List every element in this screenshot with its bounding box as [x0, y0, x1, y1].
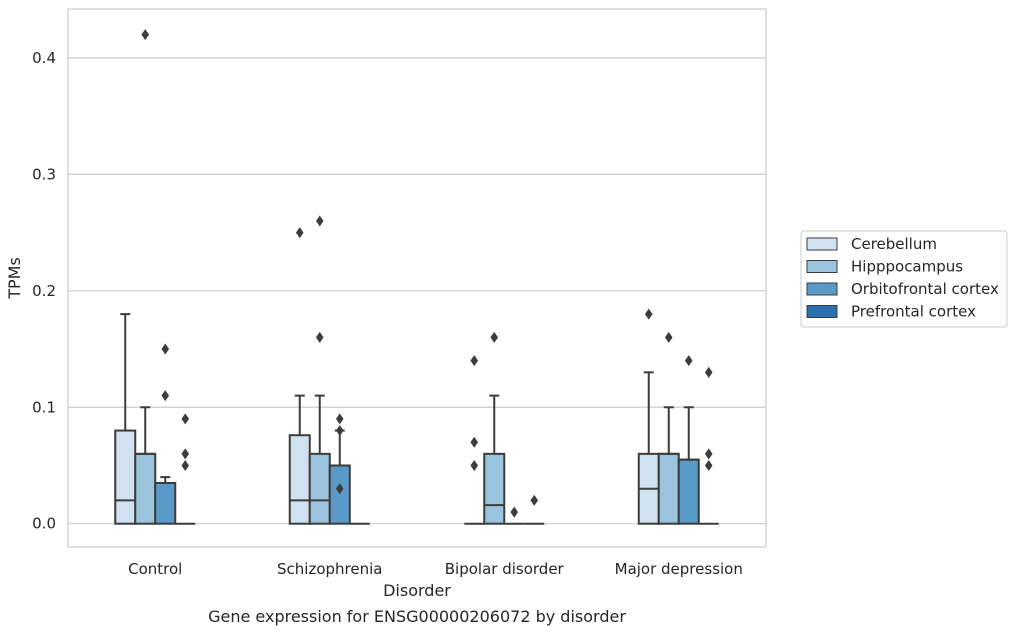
y-tick-label: 0.0	[32, 515, 56, 533]
x-tick-label: Major depression	[615, 560, 743, 578]
outlier-point	[335, 413, 344, 425]
x-tick-label: Schizophrenia	[277, 560, 382, 578]
y-axis-label: TPMs	[5, 257, 24, 300]
box-3-0	[637, 308, 660, 525]
box-3-3	[698, 366, 719, 525]
y-axis-ticks: 0.0 0.1 0.2 0.3 0.4	[32, 49, 56, 533]
y-tick-label: 0.2	[32, 282, 56, 300]
legend-label: Cerebellum	[851, 235, 937, 253]
legend-swatch	[806, 260, 838, 273]
y-tick-label: 0.1	[32, 398, 56, 416]
box-2-1	[483, 331, 506, 525]
outlier-point	[490, 331, 499, 343]
outlier-point	[161, 343, 170, 355]
legend-swatch	[806, 305, 838, 318]
outlier-point	[315, 331, 324, 343]
outlier-point	[704, 448, 713, 460]
box-body	[154, 481, 177, 525]
box-body	[134, 452, 157, 525]
box-body	[288, 434, 311, 525]
outlier-point	[530, 494, 539, 506]
outlier-point	[335, 483, 344, 495]
box-body	[328, 464, 351, 525]
outlier-point	[470, 459, 479, 471]
y-tick-label: 0.3	[32, 165, 56, 183]
box-0-3	[175, 413, 196, 525]
x-tick-label: Control	[128, 560, 182, 578]
outlier-point	[181, 459, 190, 471]
outlier-point	[161, 390, 170, 402]
plot-frame	[67, 8, 767, 548]
x-axis-label: Disorder	[383, 581, 451, 600]
box-2-2	[504, 506, 525, 525]
legend-label: Orbitofrontal cortex	[851, 280, 999, 298]
legend: Cerebellum Hipppocampus Orbitofrontal cort…	[800, 230, 1008, 328]
outlier-point	[684, 355, 693, 367]
x-tick-label: Bipolar disorder	[445, 560, 565, 578]
box-body	[677, 458, 700, 525]
outlier-point	[510, 506, 519, 518]
box-2-0	[464, 355, 485, 525]
outlier-point	[315, 215, 324, 227]
box-body	[657, 452, 680, 525]
outlier-point	[335, 425, 344, 437]
box-3-1	[657, 331, 680, 525]
x-axis-ticks: Control Schizophrenia Bipolar disorder Majo…	[128, 560, 743, 578]
outlier-point	[664, 331, 673, 343]
outlier-point	[704, 459, 713, 471]
box-2-3	[524, 494, 545, 525]
box-0-1	[134, 29, 157, 525]
chart-title: Gene expression for ENSG00000206072 by d…	[208, 607, 626, 626]
legend-label: Hipppocampus	[851, 258, 963, 276]
box-0-0	[114, 313, 137, 525]
legend-frame	[800, 230, 1008, 328]
box-body	[483, 452, 506, 525]
outlier-point	[470, 355, 479, 367]
box-body	[308, 452, 331, 525]
box-0-2	[154, 343, 177, 525]
outlier-point	[295, 227, 304, 239]
box-series	[114, 29, 719, 525]
legend-swatch	[806, 237, 838, 251]
outlier-point	[181, 448, 190, 460]
legend-swatch	[806, 282, 838, 296]
box-1-1	[308, 215, 331, 525]
outlier-point	[141, 29, 150, 41]
outlier-point	[181, 413, 190, 425]
y-tick-label: 0.4	[32, 49, 56, 67]
box-3-2	[677, 355, 700, 525]
box-1-0	[288, 227, 311, 525]
outlier-point	[470, 436, 479, 448]
outlier-point	[704, 366, 713, 378]
legend-label: Prefrontal cortex	[851, 303, 976, 321]
outlier-point	[644, 308, 653, 320]
box-body	[114, 429, 137, 525]
box-1-2	[328, 413, 351, 525]
